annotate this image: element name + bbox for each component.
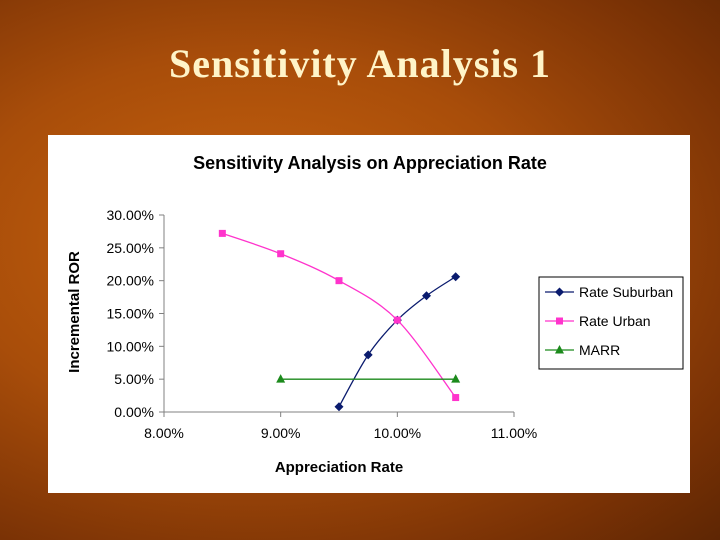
y-tick-label: 10.00% [107,338,154,354]
marr-point [451,374,461,383]
sensitivity-chart: Sensitivity Analysis on Appreciation Rat… [66,153,684,476]
rate-urban-point [393,316,401,324]
rate-urban-point [218,229,226,237]
y-tick-label: 0.00% [114,404,154,420]
rate-suburban-line [338,276,457,408]
plot-area: 0.00% 5.00% 10.00% 15.00% 20.00% 25.00% 30.00%… [107,207,538,441]
rate-urban-point [452,394,460,402]
chart-title: Sensitivity Analysis on Appreciation Rat… [193,153,547,173]
marr-point [276,374,286,383]
series-layer [218,229,461,412]
y-tick-label: 25.00% [107,240,154,256]
slide-title: Sensitivity Analysis 1 [168,41,552,86]
x-tick-label: 10.00% [374,425,421,441]
rate-urban-line [222,232,457,398]
rate-suburban-point [422,291,431,301]
x-axis-title: Appreciation Rate [275,459,403,476]
rate-suburban-point [451,272,461,282]
legend-rate-suburban-label: Rate Suburban [579,284,673,300]
chart-panel: Sensitivity Analysis on Appreciation Rat… [48,135,690,493]
legend-rate-suburban-marker [555,287,564,297]
legend-rate-urban-label: Rate Urban [579,313,651,329]
rate-urban-point [277,250,285,258]
y-tick-label: 15.00% [107,306,154,322]
x-tick-label: 8.00% [144,425,184,441]
y-axis-title: Incremental ROR [66,251,83,373]
rate-suburban-point [363,350,373,360]
legend: Rate Suburban Rate Urban MARR [538,276,684,370]
y-tick-label: 5.00% [114,371,154,387]
rate-suburban-point [334,402,344,412]
rate-urban-point [335,277,343,285]
legend-marr-marker [555,345,564,354]
x-tick-label: 9.00% [261,425,301,441]
legend-rate-urban-marker [556,317,563,325]
legend-marr-label: MARR [579,342,620,358]
y-tick-label: 20.00% [107,273,154,289]
x-tick-label: 11.00% [491,425,537,441]
y-tick-label: 30.00% [107,207,154,223]
